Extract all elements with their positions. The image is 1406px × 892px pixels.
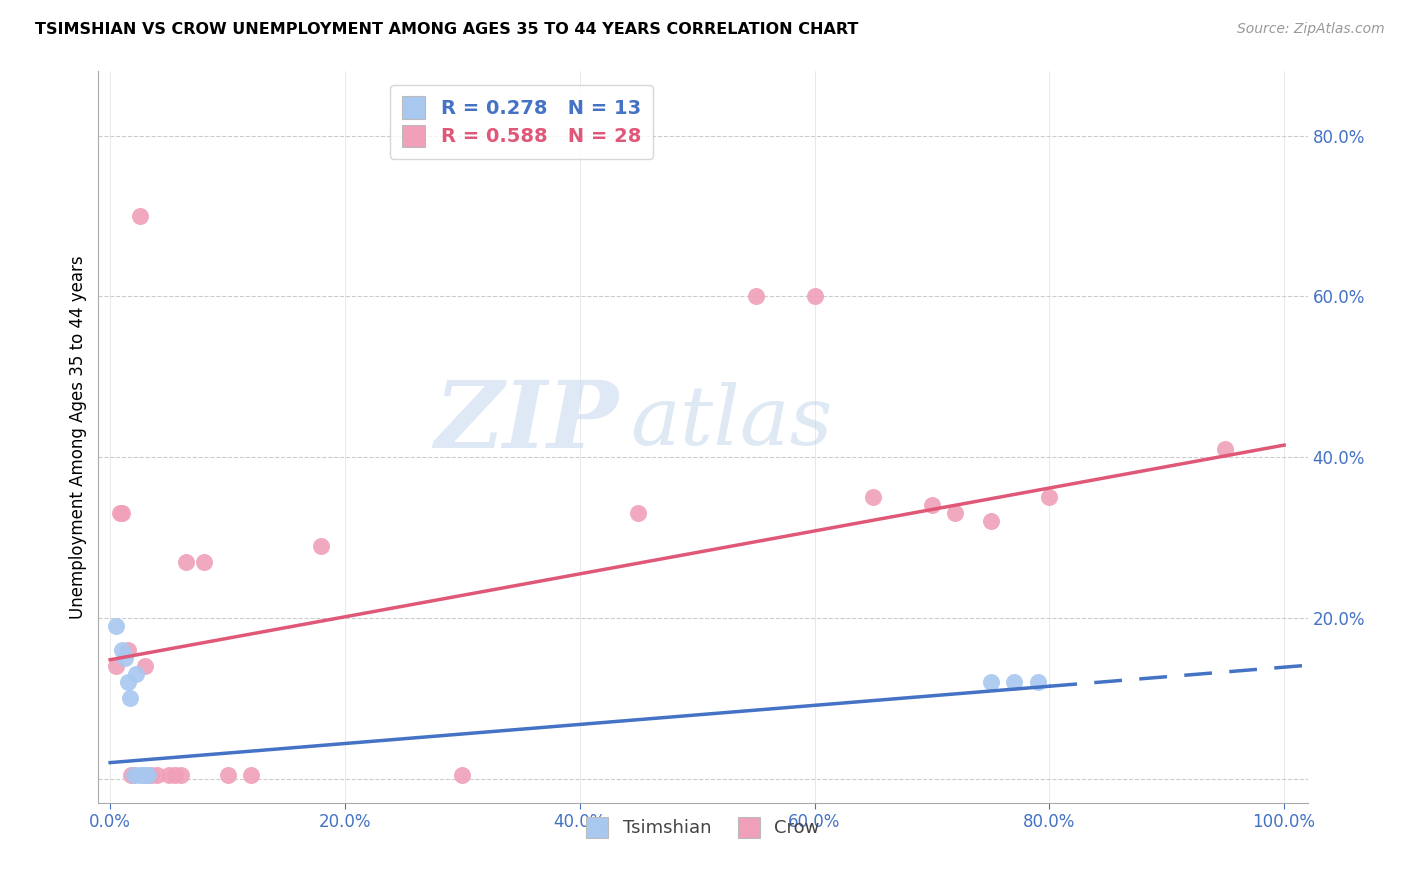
Point [105,659,128,673]
Point [105,619,128,633]
Point [128,767,150,781]
Point [176,555,198,569]
Point [980,515,1002,529]
Point [1026,675,1049,690]
Point [146,767,169,781]
Point [120,691,142,706]
Point [921,499,943,513]
Point [141,767,163,781]
Point [114,651,136,665]
Point [451,767,474,781]
Point [136,767,159,781]
Point [193,555,215,569]
Text: ZIP: ZIP [434,377,619,467]
Point [122,767,145,781]
Point [803,289,825,303]
Point [122,767,145,781]
Point [862,491,884,505]
Point [157,767,180,781]
Y-axis label: Unemployment Among Ages 35 to 44 years: Unemployment Among Ages 35 to 44 years [69,255,87,619]
Point [1002,675,1025,690]
Point [163,767,186,781]
Point [125,667,148,681]
Point [134,767,156,781]
Point [128,209,150,223]
Point [240,767,263,781]
Point [1215,442,1237,457]
Point [1038,491,1060,505]
Point [120,767,142,781]
Point [111,643,134,657]
Point [945,507,967,521]
Text: TSIMSHIAN VS CROW UNEMPLOYMENT AMONG AGES 35 TO 44 YEARS CORRELATION CHART: TSIMSHIAN VS CROW UNEMPLOYMENT AMONG AGE… [35,22,859,37]
Point [311,539,333,553]
Point [980,675,1002,690]
Point [745,289,768,303]
Text: Source: ZipAtlas.com: Source: ZipAtlas.com [1237,22,1385,37]
Point [108,507,131,521]
Point [117,643,139,657]
Point [111,507,134,521]
Point [217,767,239,781]
Text: atlas: atlas [630,383,832,462]
Point [117,675,139,690]
Point [169,767,191,781]
Legend: Tsimshian, Crow: Tsimshian, Crow [579,810,827,845]
Point [134,659,156,673]
Point [132,767,155,781]
Point [627,507,650,521]
